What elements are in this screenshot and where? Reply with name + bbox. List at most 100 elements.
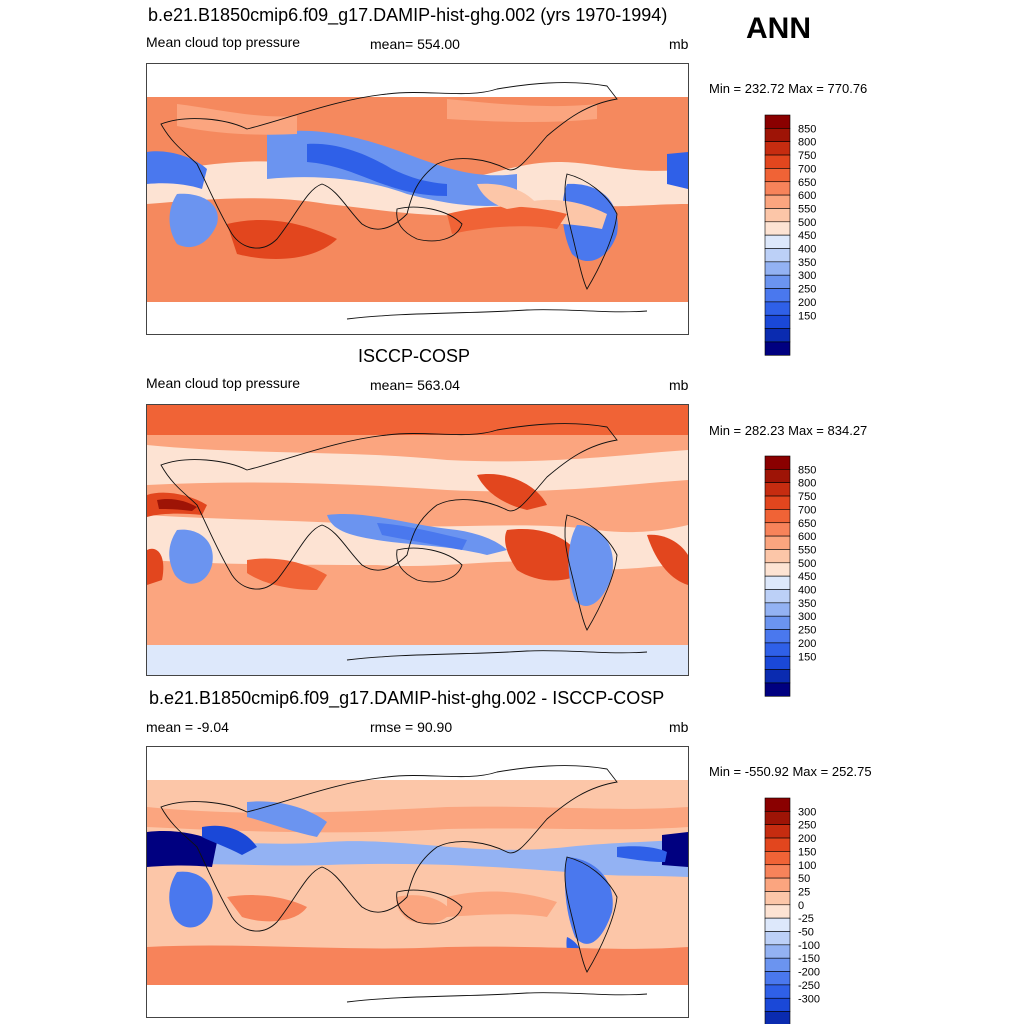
colorbar-box <box>764 602 791 617</box>
colorbar-tick-label: -50 <box>798 927 814 939</box>
colorbar-tick-label: 150 <box>798 846 816 858</box>
colorbar-tick-label: 150 <box>798 310 816 322</box>
colorbar-box <box>764 549 791 564</box>
colorbar-box <box>764 811 791 826</box>
colorbar-tick-label: 0 <box>798 900 804 912</box>
colorbar-box <box>764 181 791 196</box>
colorbar-box <box>764 655 791 670</box>
colorbar-box <box>764 575 791 590</box>
colorbar-tick-label: 300 <box>798 611 816 623</box>
colorbar-box <box>764 154 791 169</box>
colorbar-box <box>764 957 791 972</box>
colorbar-box <box>764 931 791 946</box>
colorbar-box <box>764 455 791 470</box>
colorbar-box <box>764 682 791 697</box>
colorbar-box <box>764 314 791 329</box>
colorbar-box <box>764 971 791 986</box>
colorbar-tick-label: 150 <box>798 651 816 663</box>
colorbar-box <box>764 1011 791 1024</box>
colorbar-box <box>764 877 791 892</box>
colorbar-box <box>764 997 791 1012</box>
colorbar-tick-label: 650 <box>798 177 816 189</box>
panel-3-colorbar: 300 250 200 150 100 50 25 0 -25 -50 -100 -150 -200 -2… <box>764 797 825 1024</box>
colorbar-box <box>764 221 791 236</box>
colorbar-tick-label: -300 <box>798 993 820 1005</box>
colorbar-box <box>764 629 791 644</box>
panel-2-minmax: Min = 282.23 Max = 834.27 <box>709 423 868 438</box>
colorbar-tick-label: 850 <box>798 123 816 135</box>
colorbar-box <box>764 904 791 919</box>
colorbar-tick-label: 700 <box>798 163 816 175</box>
colorbar-tick-label: 550 <box>798 203 816 215</box>
colorbar-tick-label: 200 <box>798 638 816 650</box>
colorbar-box <box>764 274 791 289</box>
colorbar-tick-label: -25 <box>798 913 814 925</box>
colorbar-box <box>764 984 791 999</box>
colorbar-box <box>764 301 791 316</box>
colorbar-tick-label: 500 <box>798 217 816 229</box>
panel-2-title: ISCCP-COSP <box>358 346 471 366</box>
colorbar-tick-label: 550 <box>798 544 816 556</box>
colorbar-tick-label: 600 <box>798 190 816 202</box>
colorbar-tick-label: 50 <box>798 873 810 885</box>
colorbar-box <box>764 208 791 223</box>
panel-1-units: mb <box>669 36 689 52</box>
colorbar-box <box>764 944 791 959</box>
colorbar-box <box>764 234 791 249</box>
colorbar-tick-label: 750 <box>798 150 816 162</box>
colorbar-tick-label: -150 <box>798 953 820 965</box>
colorbar-box <box>764 562 791 577</box>
colorbar-tick-label: 350 <box>798 257 816 269</box>
colorbar-box <box>764 168 791 183</box>
colorbar-tick-label: 250 <box>798 820 816 832</box>
colorbar-box <box>764 128 791 143</box>
colorbar-tick-label: 750 <box>798 491 816 503</box>
colorbar-tick-label: 250 <box>798 284 816 296</box>
panel-3-units: mb <box>669 719 689 735</box>
panel-2-map <box>146 404 689 676</box>
panel-1-colorbar: 850 800 750 700 650 600 550 500 450 400 350 300 250 2… <box>764 114 825 356</box>
panel-2-mean-label: mean= 563.04 <box>370 377 460 393</box>
colorbar-box <box>764 114 791 129</box>
colorbar-box <box>764 864 791 879</box>
colorbar-box <box>764 482 791 497</box>
panel-2-units: mb <box>669 377 689 393</box>
colorbar-tick-label: 800 <box>798 137 816 149</box>
colorbar-box <box>764 141 791 156</box>
colorbar-tick-label: 300 <box>798 270 816 282</box>
colorbar-tick-label: 800 <box>798 478 816 490</box>
panel-2-colorbar: 850 800 750 700 650 600 550 500 450 400 350 300 250 2… <box>764 455 825 697</box>
colorbar-box <box>764 194 791 209</box>
colorbar-box <box>764 341 791 356</box>
colorbar-tick-label: 650 <box>798 518 816 530</box>
colorbar-tick-label: 450 <box>798 230 816 242</box>
colorbar-tick-label: 100 <box>798 860 816 872</box>
colorbar-box <box>764 288 791 303</box>
panel-3-map <box>146 746 689 1018</box>
panel-1-minmax: Min = 232.72 Max = 770.76 <box>709 81 868 96</box>
colorbar-tick-label: 850 <box>798 464 816 476</box>
colorbar-tick-label: 600 <box>798 531 816 543</box>
colorbar-tick-label: 300 <box>798 806 816 818</box>
colorbar-box <box>764 824 791 839</box>
colorbar-box <box>764 837 791 852</box>
colorbar-box <box>764 891 791 906</box>
panel-3-rmse-label: rmse = 90.90 <box>370 719 453 735</box>
colorbar-box <box>764 642 791 657</box>
panel-3-title: b.e21.B1850cmip6.f09_g17.DAMIP-hist-ghg.… <box>149 688 665 708</box>
colorbar-tick-label: 350 <box>798 598 816 610</box>
colorbar-box <box>764 261 791 276</box>
season-label: ANN <box>746 12 811 45</box>
colorbar-box <box>764 917 791 932</box>
colorbar-tick-label: -250 <box>798 980 820 992</box>
panel-2-variable-label: Mean cloud top pressure <box>146 375 301 391</box>
colorbar-tick-label: 400 <box>798 585 816 597</box>
panel-3-colorbar-svg: 30025020015010050250-25-50-100-150-200-2… <box>764 797 820 1024</box>
colorbar-tick-label: 400 <box>798 244 816 256</box>
colorbar-tick-label: 200 <box>798 297 816 309</box>
colorbar-tick-label: 25 <box>798 886 810 898</box>
colorbar-box <box>764 669 791 684</box>
panel-3-mean-label: mean = -9.04 <box>146 719 229 735</box>
